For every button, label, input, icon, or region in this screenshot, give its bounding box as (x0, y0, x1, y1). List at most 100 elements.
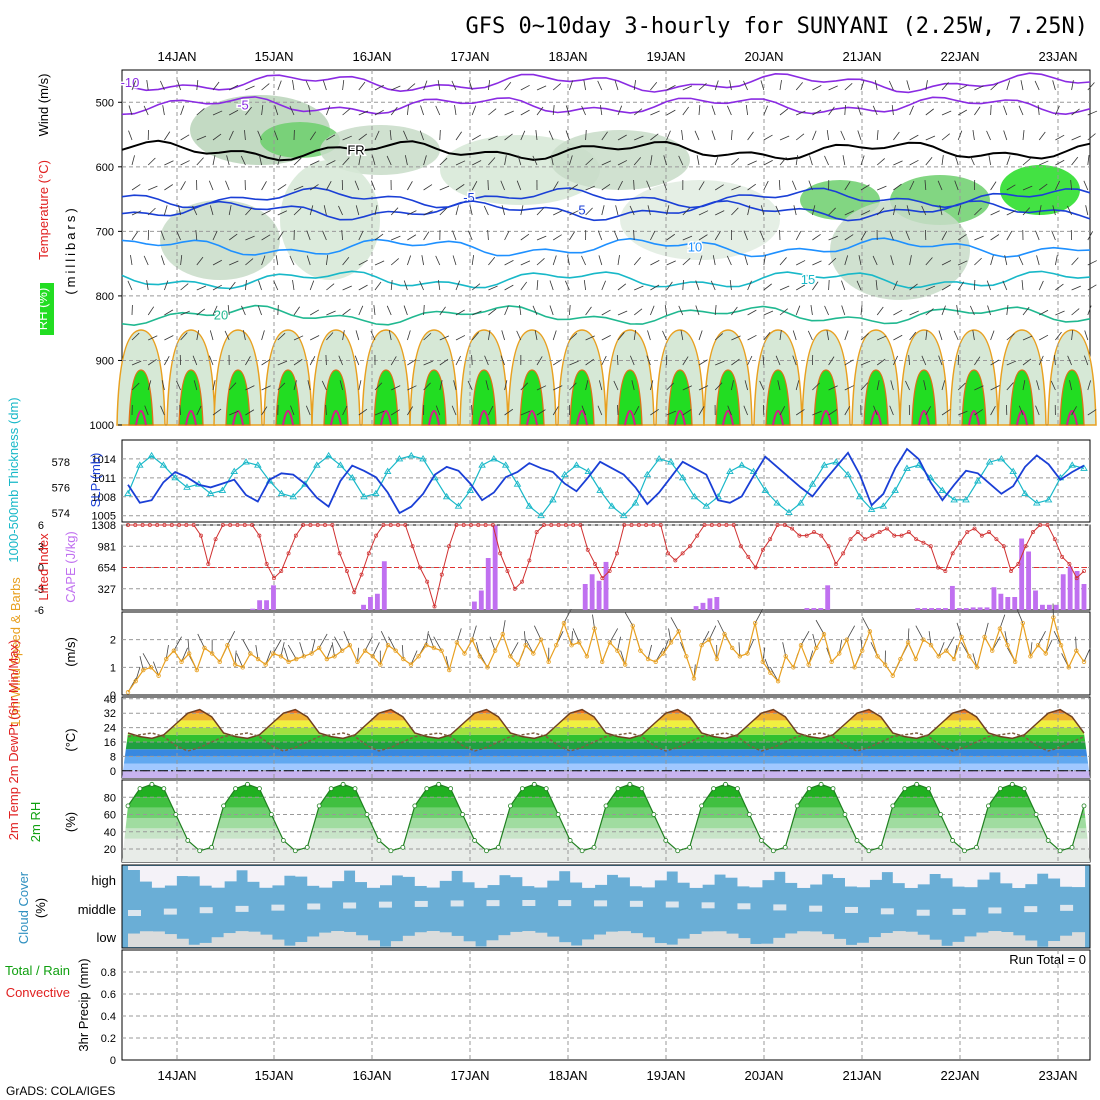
li-marker (906, 530, 911, 535)
li-marker (746, 554, 751, 559)
wind-barb (795, 155, 799, 166)
wind-barb (390, 356, 397, 366)
li-marker (687, 544, 692, 549)
wind-barb (893, 131, 900, 141)
wind-barb (455, 205, 459, 216)
cloud-high (1072, 866, 1086, 888)
wind-barb (321, 380, 327, 391)
wind-barb (451, 405, 457, 416)
cloud-high (426, 866, 440, 888)
wind-barb (403, 130, 408, 141)
wind-label: Wind (m/s) (36, 74, 51, 137)
wind-marker (317, 645, 322, 651)
wind-barb (1006, 382, 1014, 391)
y-tick-label: 700 (96, 226, 114, 238)
rh-band (122, 828, 1090, 839)
wind-barb (196, 330, 200, 341)
wind-barb (229, 260, 239, 266)
wind-barb (326, 181, 332, 191)
cloud-middle (952, 908, 966, 915)
wind-barb (663, 155, 667, 166)
wind-marker (447, 667, 452, 673)
wind-barb (242, 330, 246, 341)
wind-barb (974, 235, 984, 241)
wind-marker (668, 640, 674, 645)
rh-marker (543, 786, 549, 792)
wind-barb (810, 305, 813, 316)
wind-barb (792, 330, 797, 341)
slp-marker (1021, 489, 1029, 497)
wind-marker (148, 665, 154, 670)
precip-tick: 0.6 (101, 989, 116, 1001)
rh-marker (400, 844, 406, 850)
slp-marker (985, 458, 994, 465)
slp-marker (490, 455, 498, 462)
wind-barb (1055, 283, 1064, 291)
wind-barb (585, 157, 594, 166)
wind-barb (212, 305, 218, 316)
cloud-low (582, 939, 596, 947)
wind-barb (146, 280, 149, 291)
wind-barb (410, 650, 418, 665)
wind-barb (180, 255, 183, 266)
wind-barb (775, 205, 781, 216)
wind-marker (829, 659, 834, 664)
wind-barb (987, 305, 991, 316)
wind-barb (747, 355, 753, 366)
wind-marker (508, 654, 513, 659)
wind-barb (666, 109, 676, 116)
wind-barb (390, 106, 398, 116)
li-marker (439, 572, 444, 577)
wind-barb (762, 355, 765, 366)
wind-barb (389, 130, 392, 141)
rh-core (1059, 369, 1085, 426)
cloud-high (952, 866, 966, 887)
contour-label: 15 (801, 272, 815, 287)
li-marker (658, 523, 663, 527)
cloud-high (438, 866, 452, 881)
li-marker (286, 551, 291, 556)
cape-bar (603, 561, 609, 610)
cloud-high (689, 866, 703, 888)
wind-barb (532, 305, 538, 316)
wind-barb (341, 230, 343, 241)
wind-marker (821, 631, 827, 637)
wind-barb (698, 83, 707, 91)
cloud-high (1012, 866, 1026, 888)
wind-barb (468, 80, 473, 91)
wind-barb (374, 130, 380, 141)
wind-barb (583, 280, 586, 291)
li-marker (797, 533, 802, 538)
wind-barb (876, 158, 885, 166)
wind-barb (489, 636, 496, 651)
slp-marker (643, 470, 652, 478)
wind-barb (310, 335, 320, 341)
cloud-high (916, 866, 930, 885)
wind-barb (390, 280, 393, 291)
wind-barb (504, 133, 513, 141)
li-marker (534, 530, 539, 535)
wind-barb (164, 205, 168, 216)
cloud-low (1000, 931, 1014, 947)
cloud-low (809, 931, 823, 947)
wind-barb (844, 406, 851, 416)
cloud-low (845, 944, 858, 947)
wind-barb (650, 82, 658, 91)
wind-barb (322, 230, 327, 241)
wind-barb (874, 80, 878, 91)
wind-barb (1071, 308, 1080, 316)
cloud-high (402, 866, 416, 877)
cloud-low (139, 931, 153, 947)
temp-tick: 24 (104, 723, 116, 735)
wind-barb (159, 80, 165, 91)
wind-barb (714, 305, 717, 316)
wind-barb (176, 230, 181, 241)
wind-barb (698, 406, 705, 416)
rh-marker (878, 844, 884, 850)
wind-barb (358, 133, 368, 141)
wind-marker (186, 651, 192, 656)
cloud-low (486, 940, 500, 947)
slp-marker (962, 496, 970, 503)
cloud-low (355, 935, 369, 947)
wind-barb (778, 179, 781, 191)
